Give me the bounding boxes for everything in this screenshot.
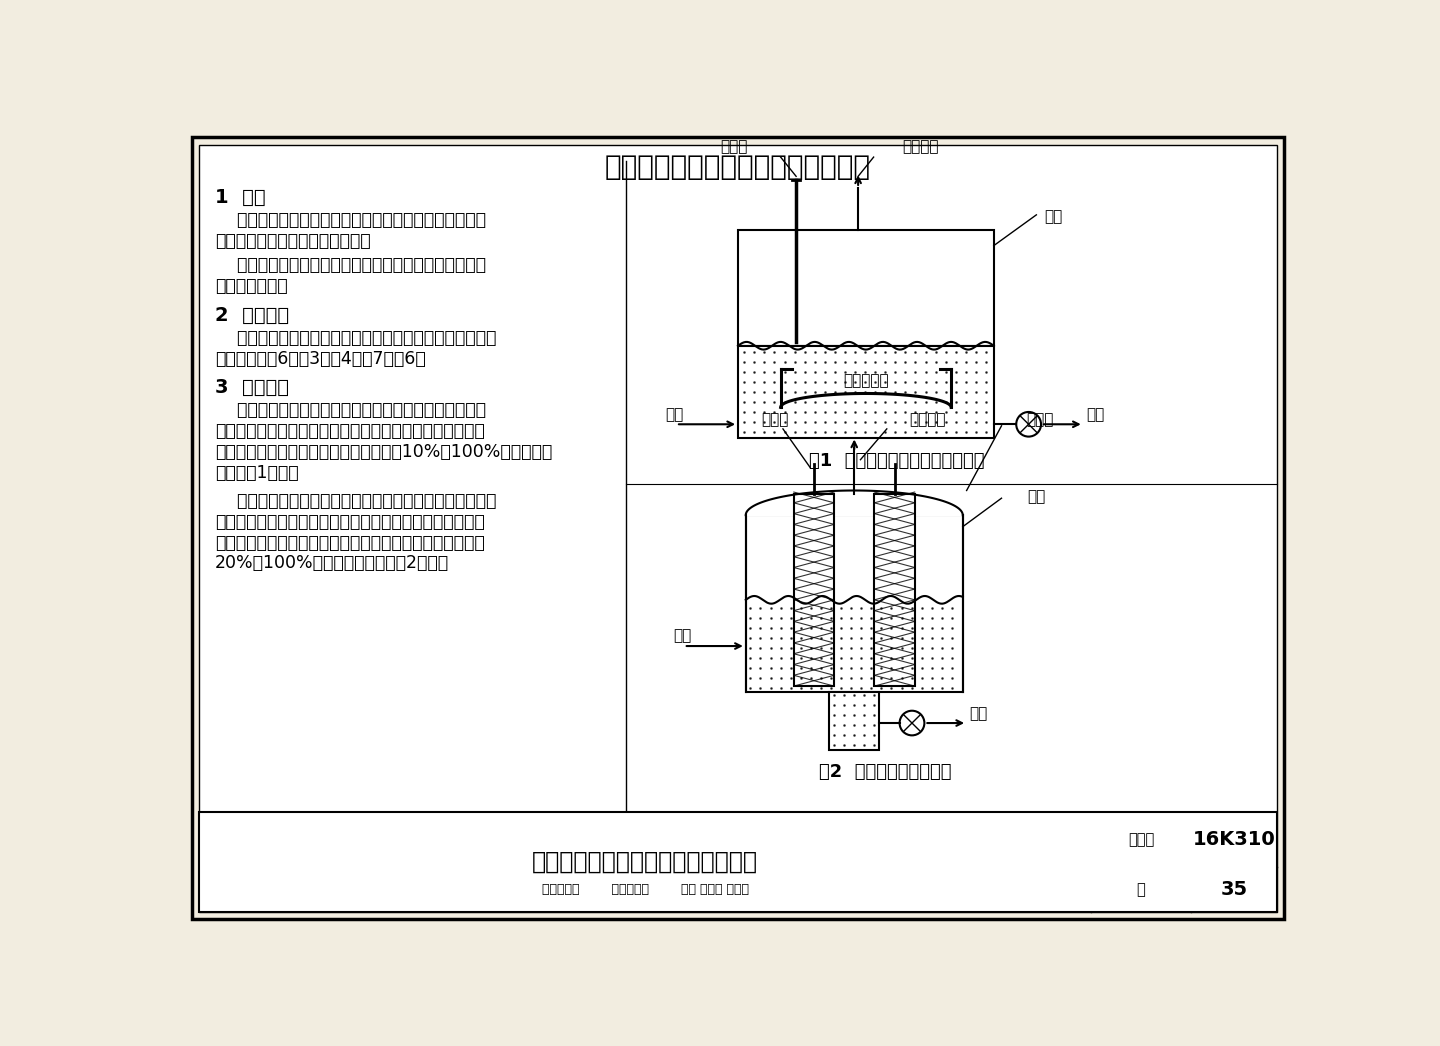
Text: 接电源: 接电源 [720, 139, 747, 155]
Text: 水筱中的水加热至沸腾，产生纯净无菌的蒸汽，对空气进行: 水筱中的水加热至沸腾，产生纯净无菌的蒸汽，对空气进行 [215, 422, 485, 440]
Text: 原理如图1所示。: 原理如图1所示。 [215, 463, 298, 481]
Text: 图2  电极式加湿器原理图: 图2 电极式加湿器原理图 [819, 763, 952, 780]
Text: 审核徐立平        校对刘海滨        设计 刘小文 刘小文: 审核徐立平 校对刘海滨 设计 刘小文 刘小文 [541, 883, 749, 895]
Bar [739, 346, 994, 438]
Bar [793, 494, 834, 686]
Text: 供水: 供水 [672, 628, 691, 642]
Bar [746, 515, 963, 692]
Text: 电阵（电热）式加湿器是电流通过放置在水中的电阵元: 电阵（电热）式加湿器是电流通过放置在水中的电阵元 [215, 211, 485, 229]
Text: 20%～100%之间调节。原理如图2所示。: 20%～100%之间调节。原理如图2所示。 [215, 554, 449, 572]
Text: 16K310: 16K310 [1192, 829, 1276, 848]
Text: 蒸汽输出: 蒸汽输出 [901, 139, 939, 155]
Text: 加湿。蒸汽产量可以线性地在最大蒸汽量10%～100%之间调节。: 加湿。蒸汽产量可以线性地在最大蒸汽量10%～100%之间调节。 [215, 442, 552, 460]
Text: 电阵（电热）式加湿器、电极式加湿器为等温加湿方式，: 电阵（电热）式加湿器、电极式加湿器为等温加湿方式， [215, 328, 497, 347]
Bar [874, 494, 914, 686]
Text: 电极板: 电极板 [1027, 412, 1054, 427]
Text: 电阵（电热）式加湿器是利用电热管作为加热器件，把: 电阵（电热）式加湿器是利用电热管作为加热器件，把 [215, 402, 485, 419]
Text: 1  定义: 1 定义 [215, 188, 265, 207]
Text: 35: 35 [1221, 880, 1247, 899]
Bar [199, 812, 1277, 912]
Text: 电极式加湿器是电流通过直接插入水中的电极产生蒸汽: 电极式加湿器是电流通过直接插入水中的电极产生蒸汽 [215, 256, 485, 274]
Text: 电极式加湿器是将电极置于充水容器中，以水作为电阵，: 电极式加湿器是将电极置于充水容器中，以水作为电阵， [215, 492, 497, 510]
Bar [829, 692, 880, 750]
Text: 蒸汽输出: 蒸汽输出 [910, 412, 946, 427]
Text: 的空气加湿器。: 的空气加湿器。 [215, 277, 288, 295]
Text: 电阵（电热）式、电极式加湿器说明: 电阵（电热）式、电极式加湿器说明 [531, 849, 757, 873]
Text: 排水: 排水 [1086, 408, 1104, 423]
Text: 通电后，电流从水中通过，水被加热而产生蒸汽，通过蒸汽: 通电后，电流从水中通过，水被加热而产生蒸汽，通过蒸汽 [215, 513, 485, 530]
Text: 水筱: 水筱 [1044, 209, 1063, 224]
Text: 供水: 供水 [665, 408, 684, 423]
Text: 参见本图集第6页图3、图4及第7页图6。: 参见本图集第6页图3、图4及第7页图6。 [215, 349, 426, 367]
Text: 页: 页 [1136, 882, 1145, 896]
Text: 图1  电阵（电热）式加湿器原理图: 图1 电阵（电热）式加湿器原理图 [809, 452, 985, 471]
Text: 图集号: 图集号 [1128, 832, 1153, 847]
Text: 管送至需要加湿的空间。蒸汽产量可以线性地在最大蒸汽量: 管送至需要加湿的空间。蒸汽产量可以线性地在最大蒸汽量 [215, 533, 485, 551]
Text: 接电源: 接电源 [762, 412, 789, 427]
Text: 件，使水加热产生蒸汽的加湿器。: 件，使水加热产生蒸汽的加湿器。 [215, 232, 370, 250]
Text: 排水: 排水 [969, 706, 988, 722]
Text: 3  工作原理: 3 工作原理 [215, 378, 289, 397]
Bar [739, 230, 994, 346]
Text: 电阵（电热）式、电极式加湿器说明: 电阵（电热）式、电极式加湿器说明 [605, 154, 871, 181]
Text: 水筱: 水筱 [1027, 490, 1045, 504]
Text: 2  加湿方式: 2 加湿方式 [215, 305, 289, 324]
Text: 电发热元件: 电发热元件 [842, 372, 888, 388]
